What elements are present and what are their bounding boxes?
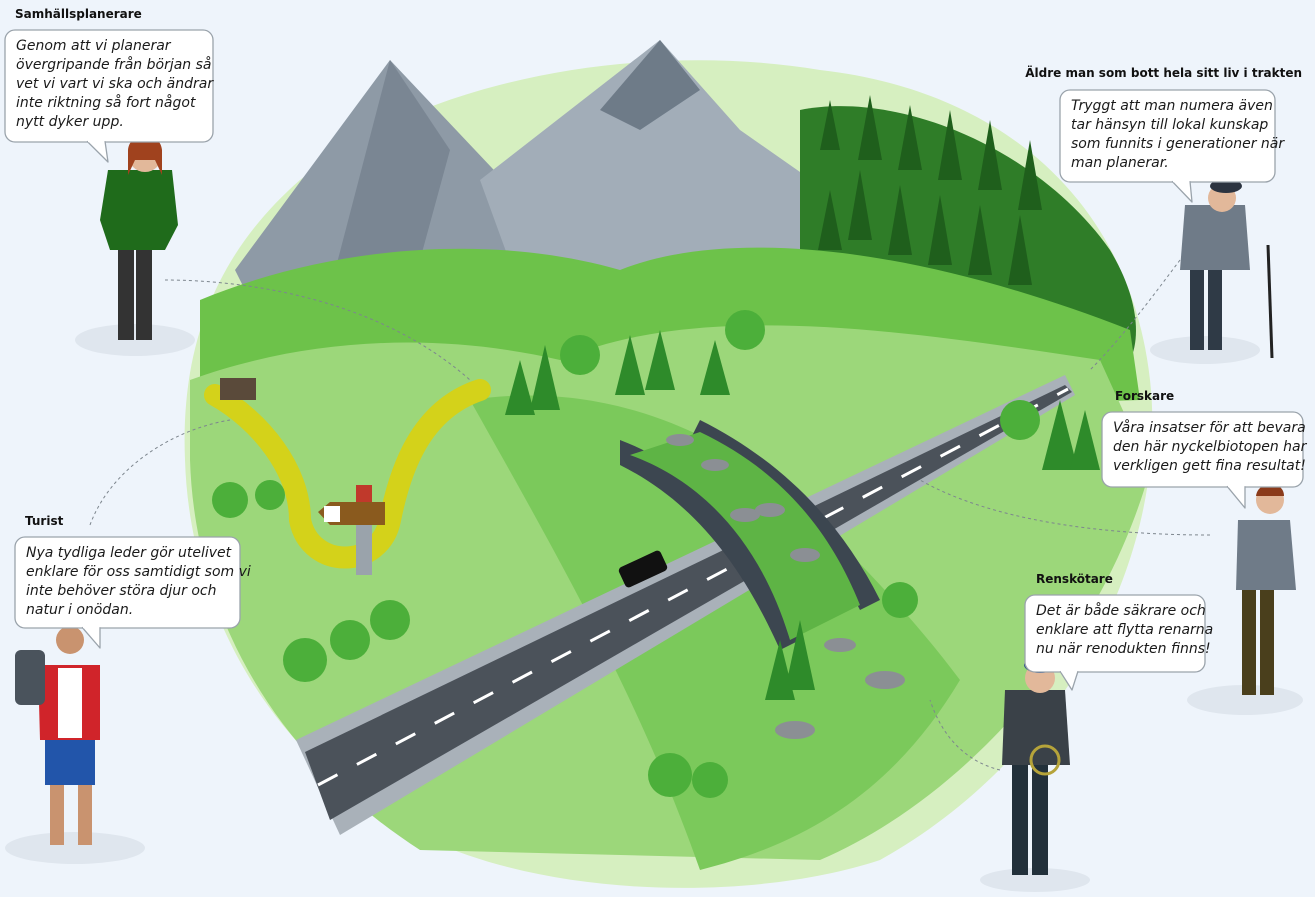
quote-line: nytt dyker upp. xyxy=(16,114,124,130)
illustration: Samhällsplanerare Genom att vi planerar öv… xyxy=(0,0,1315,897)
quote-line: Nya tydliga leder gör utelivet xyxy=(26,545,232,561)
role-label: Turist xyxy=(25,514,64,528)
quote-line: den här nyckelbiotopen har xyxy=(1113,439,1308,455)
quote-line: Genom att vi planerar xyxy=(16,38,172,54)
page: Samhällsplanerare Genom att vi planerar öv… xyxy=(0,0,1315,897)
role-label: Samhällsplanerare xyxy=(15,7,142,21)
quote-line: övergripande från början så xyxy=(16,56,212,73)
quote-line: natur i onödan. xyxy=(26,602,133,618)
quote-line: inte behöver störa djur och xyxy=(26,583,216,599)
quote-line: Våra insatser för att bevara xyxy=(1113,419,1306,436)
quote-line: Det är både säkrare och xyxy=(1036,602,1206,619)
quote-line: tar hänsyn till lokal kunskap xyxy=(1071,117,1268,133)
quote-line: inte riktning så fort något xyxy=(16,94,196,111)
quote-line: nu när renodukten finns! xyxy=(1036,641,1211,657)
quote-line: enklare att flytta renarna xyxy=(1036,622,1213,638)
role-label: Renskötare xyxy=(1036,572,1113,586)
quote-line: Tryggt att man numera även xyxy=(1071,98,1273,114)
quote-line: verkligen gett fina resultat! xyxy=(1113,458,1306,474)
role-label: Äldre man som bott hela sitt liv i trakt… xyxy=(1025,65,1302,80)
quote-line: enklare för oss samtidigt som vi xyxy=(26,564,251,580)
quote-line: som funnits i generationer när xyxy=(1071,136,1285,152)
role-label: Forskare xyxy=(1115,389,1174,403)
cabin xyxy=(220,378,256,400)
quote-line: vet vi vart vi ska och ändrar xyxy=(16,76,214,92)
quote-line: man planerar. xyxy=(1071,155,1169,171)
